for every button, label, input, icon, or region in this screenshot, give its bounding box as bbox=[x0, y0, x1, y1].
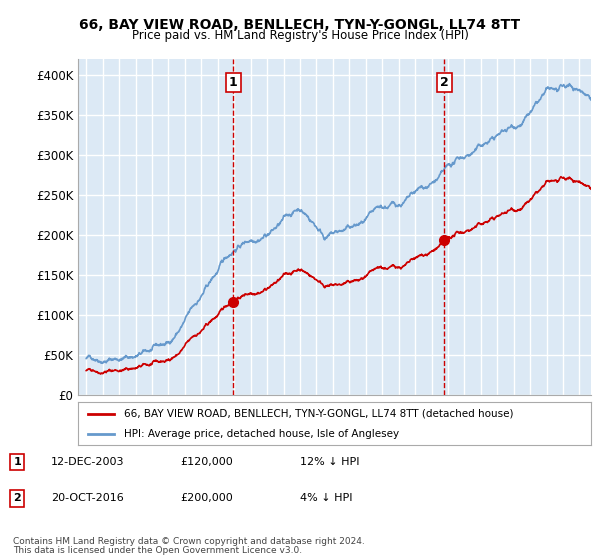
Text: 66, BAY VIEW ROAD, BENLLECH, TYN-Y-GONGL, LL74 8TT (detached house): 66, BAY VIEW ROAD, BENLLECH, TYN-Y-GONGL… bbox=[124, 409, 514, 419]
Text: £200,000: £200,000 bbox=[180, 493, 233, 503]
Text: Price paid vs. HM Land Registry's House Price Index (HPI): Price paid vs. HM Land Registry's House … bbox=[131, 29, 469, 42]
Text: 12% ↓ HPI: 12% ↓ HPI bbox=[300, 457, 359, 467]
Text: This data is licensed under the Open Government Licence v3.0.: This data is licensed under the Open Gov… bbox=[13, 547, 302, 556]
Text: HPI: Average price, detached house, Isle of Anglesey: HPI: Average price, detached house, Isle… bbox=[124, 430, 399, 439]
Text: 2: 2 bbox=[440, 76, 449, 89]
Text: 1: 1 bbox=[229, 76, 238, 89]
Text: £120,000: £120,000 bbox=[180, 457, 233, 467]
Text: 4% ↓ HPI: 4% ↓ HPI bbox=[300, 493, 353, 503]
Text: 66, BAY VIEW ROAD, BENLLECH, TYN-Y-GONGL, LL74 8TT: 66, BAY VIEW ROAD, BENLLECH, TYN-Y-GONGL… bbox=[79, 18, 521, 32]
Text: 2: 2 bbox=[13, 493, 21, 503]
Text: 1: 1 bbox=[13, 457, 21, 467]
Text: Contains HM Land Registry data © Crown copyright and database right 2024.: Contains HM Land Registry data © Crown c… bbox=[13, 538, 365, 547]
Text: 20-OCT-2016: 20-OCT-2016 bbox=[51, 493, 124, 503]
Text: 12-DEC-2003: 12-DEC-2003 bbox=[51, 457, 125, 467]
